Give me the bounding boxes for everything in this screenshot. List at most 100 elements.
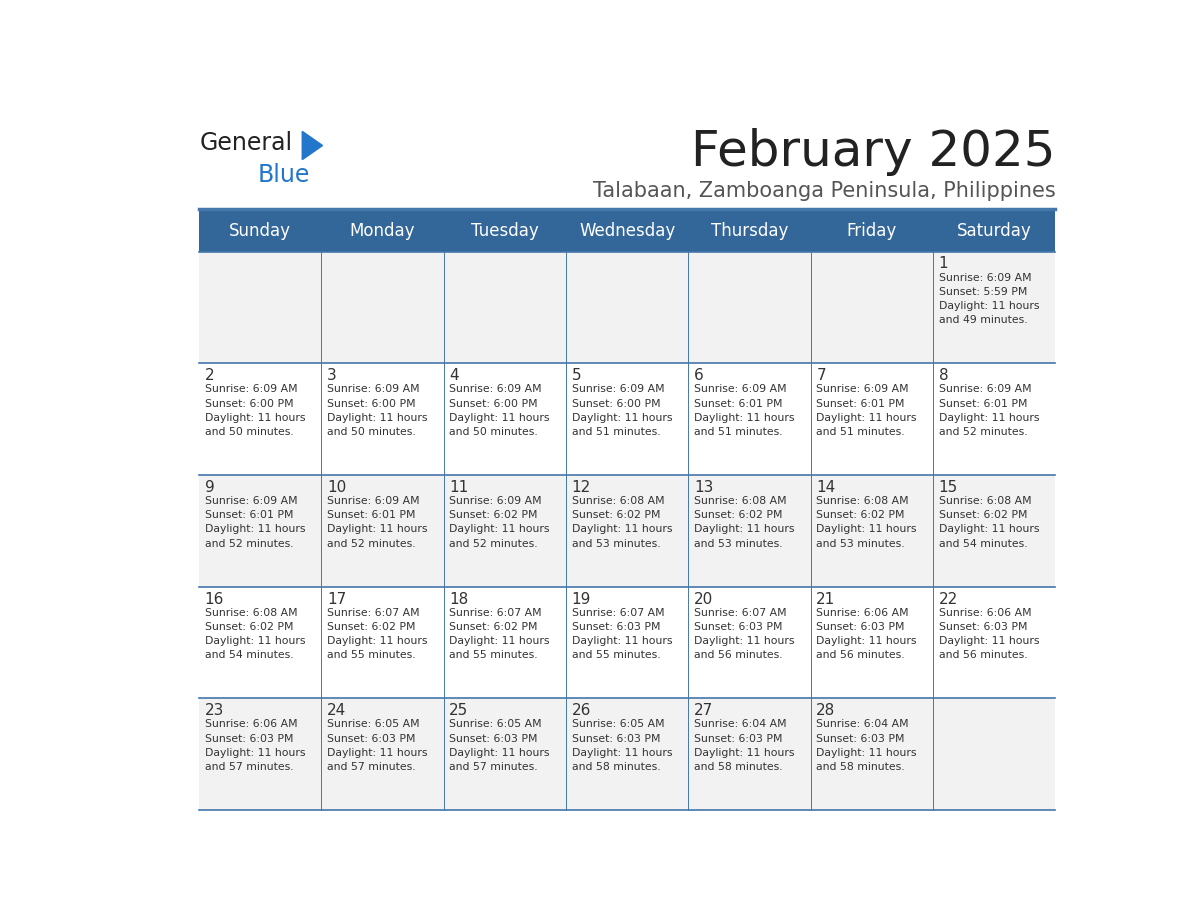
Text: Sunset: 6:02 PM: Sunset: 6:02 PM xyxy=(571,510,661,521)
Text: Sunrise: 6:09 AM: Sunrise: 6:09 AM xyxy=(939,385,1031,395)
Text: and 50 minutes.: and 50 minutes. xyxy=(204,427,293,437)
Bar xyxy=(200,210,1055,252)
Text: and 52 minutes.: and 52 minutes. xyxy=(327,539,416,549)
Text: Sunset: 6:01 PM: Sunset: 6:01 PM xyxy=(327,510,416,521)
Text: 20: 20 xyxy=(694,591,713,607)
Text: Daylight: 11 hours: Daylight: 11 hours xyxy=(694,636,795,646)
Bar xyxy=(444,252,567,364)
Text: 18: 18 xyxy=(449,591,468,607)
Text: 9: 9 xyxy=(204,480,214,495)
Text: and 50 minutes.: and 50 minutes. xyxy=(327,427,416,437)
Text: Sunset: 6:00 PM: Sunset: 6:00 PM xyxy=(449,398,538,409)
Text: Sunset: 6:03 PM: Sunset: 6:03 PM xyxy=(571,621,661,632)
Text: Sunset: 6:03 PM: Sunset: 6:03 PM xyxy=(571,733,661,744)
Text: Daylight: 11 hours: Daylight: 11 hours xyxy=(939,636,1040,646)
Bar xyxy=(444,475,567,587)
Text: Sunrise: 6:08 AM: Sunrise: 6:08 AM xyxy=(571,496,664,506)
Text: and 53 minutes.: and 53 minutes. xyxy=(694,539,783,549)
Text: Sunrise: 6:04 AM: Sunrise: 6:04 AM xyxy=(694,720,786,730)
Text: Sunset: 6:00 PM: Sunset: 6:00 PM xyxy=(327,398,416,409)
Text: 4: 4 xyxy=(449,368,459,383)
Text: Sunset: 6:03 PM: Sunset: 6:03 PM xyxy=(449,733,538,744)
Bar xyxy=(200,252,322,364)
Text: Sunrise: 6:09 AM: Sunrise: 6:09 AM xyxy=(816,385,909,395)
Text: Sunrise: 6:09 AM: Sunrise: 6:09 AM xyxy=(204,385,297,395)
Text: Thursday: Thursday xyxy=(710,222,789,240)
Bar xyxy=(933,364,1055,475)
Text: 27: 27 xyxy=(694,703,713,718)
Text: Sunrise: 6:06 AM: Sunrise: 6:06 AM xyxy=(204,720,297,730)
Text: 15: 15 xyxy=(939,480,958,495)
Text: Sunset: 6:02 PM: Sunset: 6:02 PM xyxy=(939,510,1028,521)
Text: 3: 3 xyxy=(327,368,336,383)
Text: 17: 17 xyxy=(327,591,346,607)
Text: Daylight: 11 hours: Daylight: 11 hours xyxy=(327,748,428,757)
Text: Sunrise: 6:08 AM: Sunrise: 6:08 AM xyxy=(939,496,1031,506)
Text: Friday: Friday xyxy=(847,222,897,240)
Text: and 53 minutes.: and 53 minutes. xyxy=(816,539,905,549)
Bar xyxy=(567,475,688,587)
Text: Sunset: 6:01 PM: Sunset: 6:01 PM xyxy=(816,398,905,409)
Text: Sunset: 6:02 PM: Sunset: 6:02 PM xyxy=(694,510,783,521)
Text: Sunrise: 6:09 AM: Sunrise: 6:09 AM xyxy=(939,273,1031,283)
Text: 14: 14 xyxy=(816,480,835,495)
Bar xyxy=(810,252,933,364)
Text: Sunset: 6:02 PM: Sunset: 6:02 PM xyxy=(204,621,293,632)
Text: Daylight: 11 hours: Daylight: 11 hours xyxy=(694,413,795,422)
Text: and 57 minutes.: and 57 minutes. xyxy=(327,762,416,772)
Text: Sunrise: 6:07 AM: Sunrise: 6:07 AM xyxy=(571,608,664,618)
Text: 6: 6 xyxy=(694,368,703,383)
Bar xyxy=(810,699,933,810)
Text: Sunrise: 6:07 AM: Sunrise: 6:07 AM xyxy=(694,608,786,618)
Bar xyxy=(444,699,567,810)
Text: 19: 19 xyxy=(571,591,590,607)
Bar xyxy=(810,364,933,475)
Text: Sunrise: 6:09 AM: Sunrise: 6:09 AM xyxy=(571,385,664,395)
Text: and 58 minutes.: and 58 minutes. xyxy=(816,762,905,772)
Text: and 54 minutes.: and 54 minutes. xyxy=(939,539,1028,549)
Text: and 52 minutes.: and 52 minutes. xyxy=(939,427,1028,437)
Bar xyxy=(933,475,1055,587)
Text: General: General xyxy=(200,131,292,155)
Text: February 2025: February 2025 xyxy=(691,128,1055,176)
Text: Sunrise: 6:09 AM: Sunrise: 6:09 AM xyxy=(449,496,542,506)
Bar xyxy=(322,364,444,475)
Text: Daylight: 11 hours: Daylight: 11 hours xyxy=(571,636,672,646)
Bar xyxy=(810,475,933,587)
Text: Sunrise: 6:09 AM: Sunrise: 6:09 AM xyxy=(327,496,419,506)
Text: 24: 24 xyxy=(327,703,346,718)
Text: Daylight: 11 hours: Daylight: 11 hours xyxy=(449,748,550,757)
Text: Daylight: 11 hours: Daylight: 11 hours xyxy=(204,636,305,646)
Bar xyxy=(688,364,810,475)
Text: 25: 25 xyxy=(449,703,468,718)
Text: and 56 minutes.: and 56 minutes. xyxy=(816,650,905,660)
Text: Daylight: 11 hours: Daylight: 11 hours xyxy=(204,748,305,757)
Text: 7: 7 xyxy=(816,368,826,383)
Text: 12: 12 xyxy=(571,480,590,495)
Text: and 51 minutes.: and 51 minutes. xyxy=(571,427,661,437)
Text: 11: 11 xyxy=(449,480,468,495)
Text: and 57 minutes.: and 57 minutes. xyxy=(204,762,293,772)
Text: 2: 2 xyxy=(204,368,214,383)
Bar xyxy=(567,364,688,475)
Text: Sunrise: 6:09 AM: Sunrise: 6:09 AM xyxy=(449,385,542,395)
Text: Monday: Monday xyxy=(350,222,416,240)
Bar xyxy=(810,587,933,699)
Text: and 54 minutes.: and 54 minutes. xyxy=(204,650,293,660)
Text: Sunrise: 6:05 AM: Sunrise: 6:05 AM xyxy=(571,720,664,730)
Text: Sunrise: 6:08 AM: Sunrise: 6:08 AM xyxy=(694,496,786,506)
Text: Sunrise: 6:07 AM: Sunrise: 6:07 AM xyxy=(449,608,542,618)
Text: Daylight: 11 hours: Daylight: 11 hours xyxy=(816,524,917,534)
Text: Sunset: 6:03 PM: Sunset: 6:03 PM xyxy=(816,621,905,632)
Text: Sunset: 6:03 PM: Sunset: 6:03 PM xyxy=(816,733,905,744)
Text: and 55 minutes.: and 55 minutes. xyxy=(449,650,538,660)
Text: Daylight: 11 hours: Daylight: 11 hours xyxy=(571,524,672,534)
Text: Sunrise: 6:09 AM: Sunrise: 6:09 AM xyxy=(694,385,786,395)
Bar xyxy=(567,699,688,810)
Text: Blue: Blue xyxy=(257,163,310,187)
Text: and 56 minutes.: and 56 minutes. xyxy=(939,650,1028,660)
Bar xyxy=(322,475,444,587)
Text: Daylight: 11 hours: Daylight: 11 hours xyxy=(816,748,917,757)
Text: and 57 minutes.: and 57 minutes. xyxy=(449,762,538,772)
Text: Sunrise: 6:09 AM: Sunrise: 6:09 AM xyxy=(327,385,419,395)
